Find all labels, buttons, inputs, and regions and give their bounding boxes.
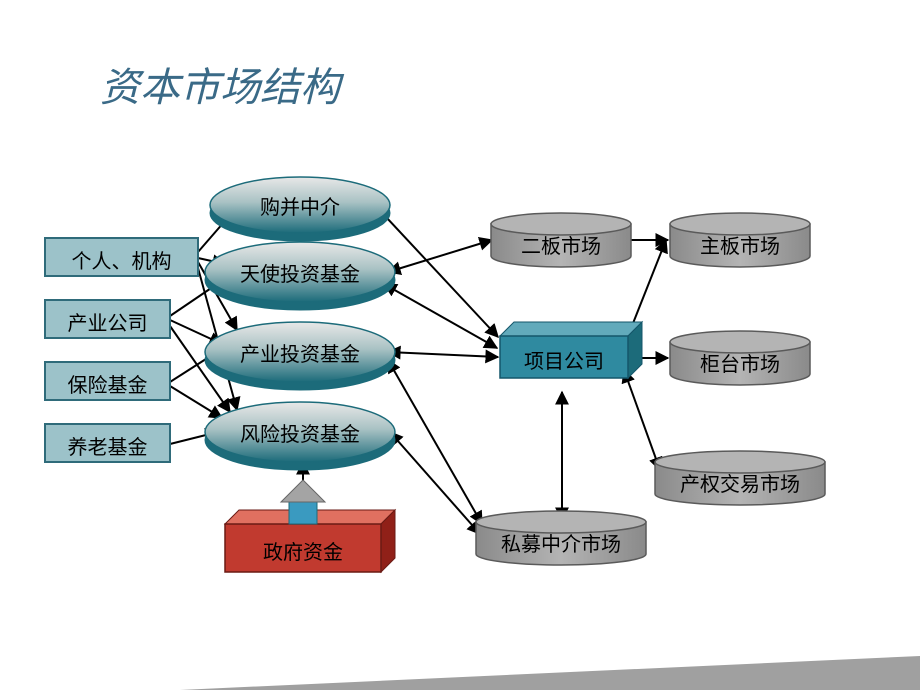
fund-venture [205,402,395,462]
mkt-main [670,213,810,235]
accent-triangle [180,656,920,690]
diagram-canvas [0,0,920,690]
edge-11 [388,240,492,272]
src-industry [45,300,170,338]
house-icon-body [289,502,317,524]
edge-19 [624,370,660,470]
fund-merger [210,177,390,233]
src-insurance [45,362,170,400]
house-icon-roof [281,480,325,502]
edge-13 [388,352,498,357]
gov-fund [225,524,381,572]
fund-industry [205,322,395,382]
src-pension [45,424,170,462]
mkt-equity [655,451,825,473]
src-individual [45,238,198,276]
edge-15 [390,432,480,534]
mkt-private [476,511,646,533]
mkt-otc [670,331,810,353]
mkt-second [491,213,631,235]
project-co [500,336,628,378]
edge-14 [388,360,482,524]
project-co-top [500,322,642,336]
edge-12 [384,284,497,348]
fund-angel [205,242,395,302]
